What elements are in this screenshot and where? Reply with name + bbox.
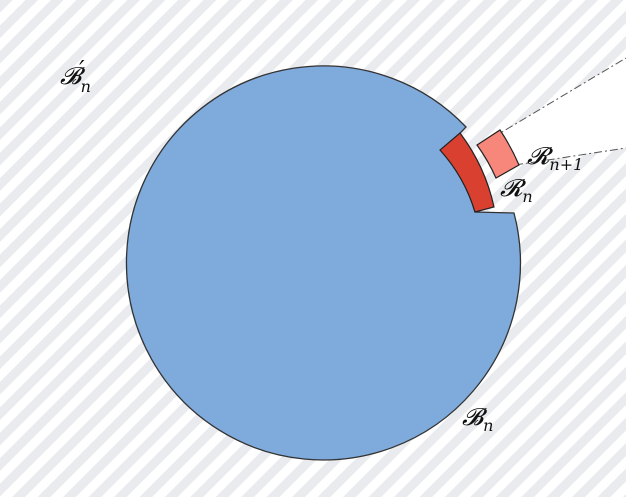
region-n-plus-1 bbox=[476, 129, 520, 179]
cone-lower-edge bbox=[514, 147, 626, 166]
disk-region bbox=[125, 65, 522, 461]
cone-region bbox=[492, 58, 626, 165]
outer-region-label: 𝓑′ n bbox=[60, 56, 91, 96]
cone-upper-edge bbox=[491, 57, 626, 139]
region-n bbox=[439, 132, 495, 213]
